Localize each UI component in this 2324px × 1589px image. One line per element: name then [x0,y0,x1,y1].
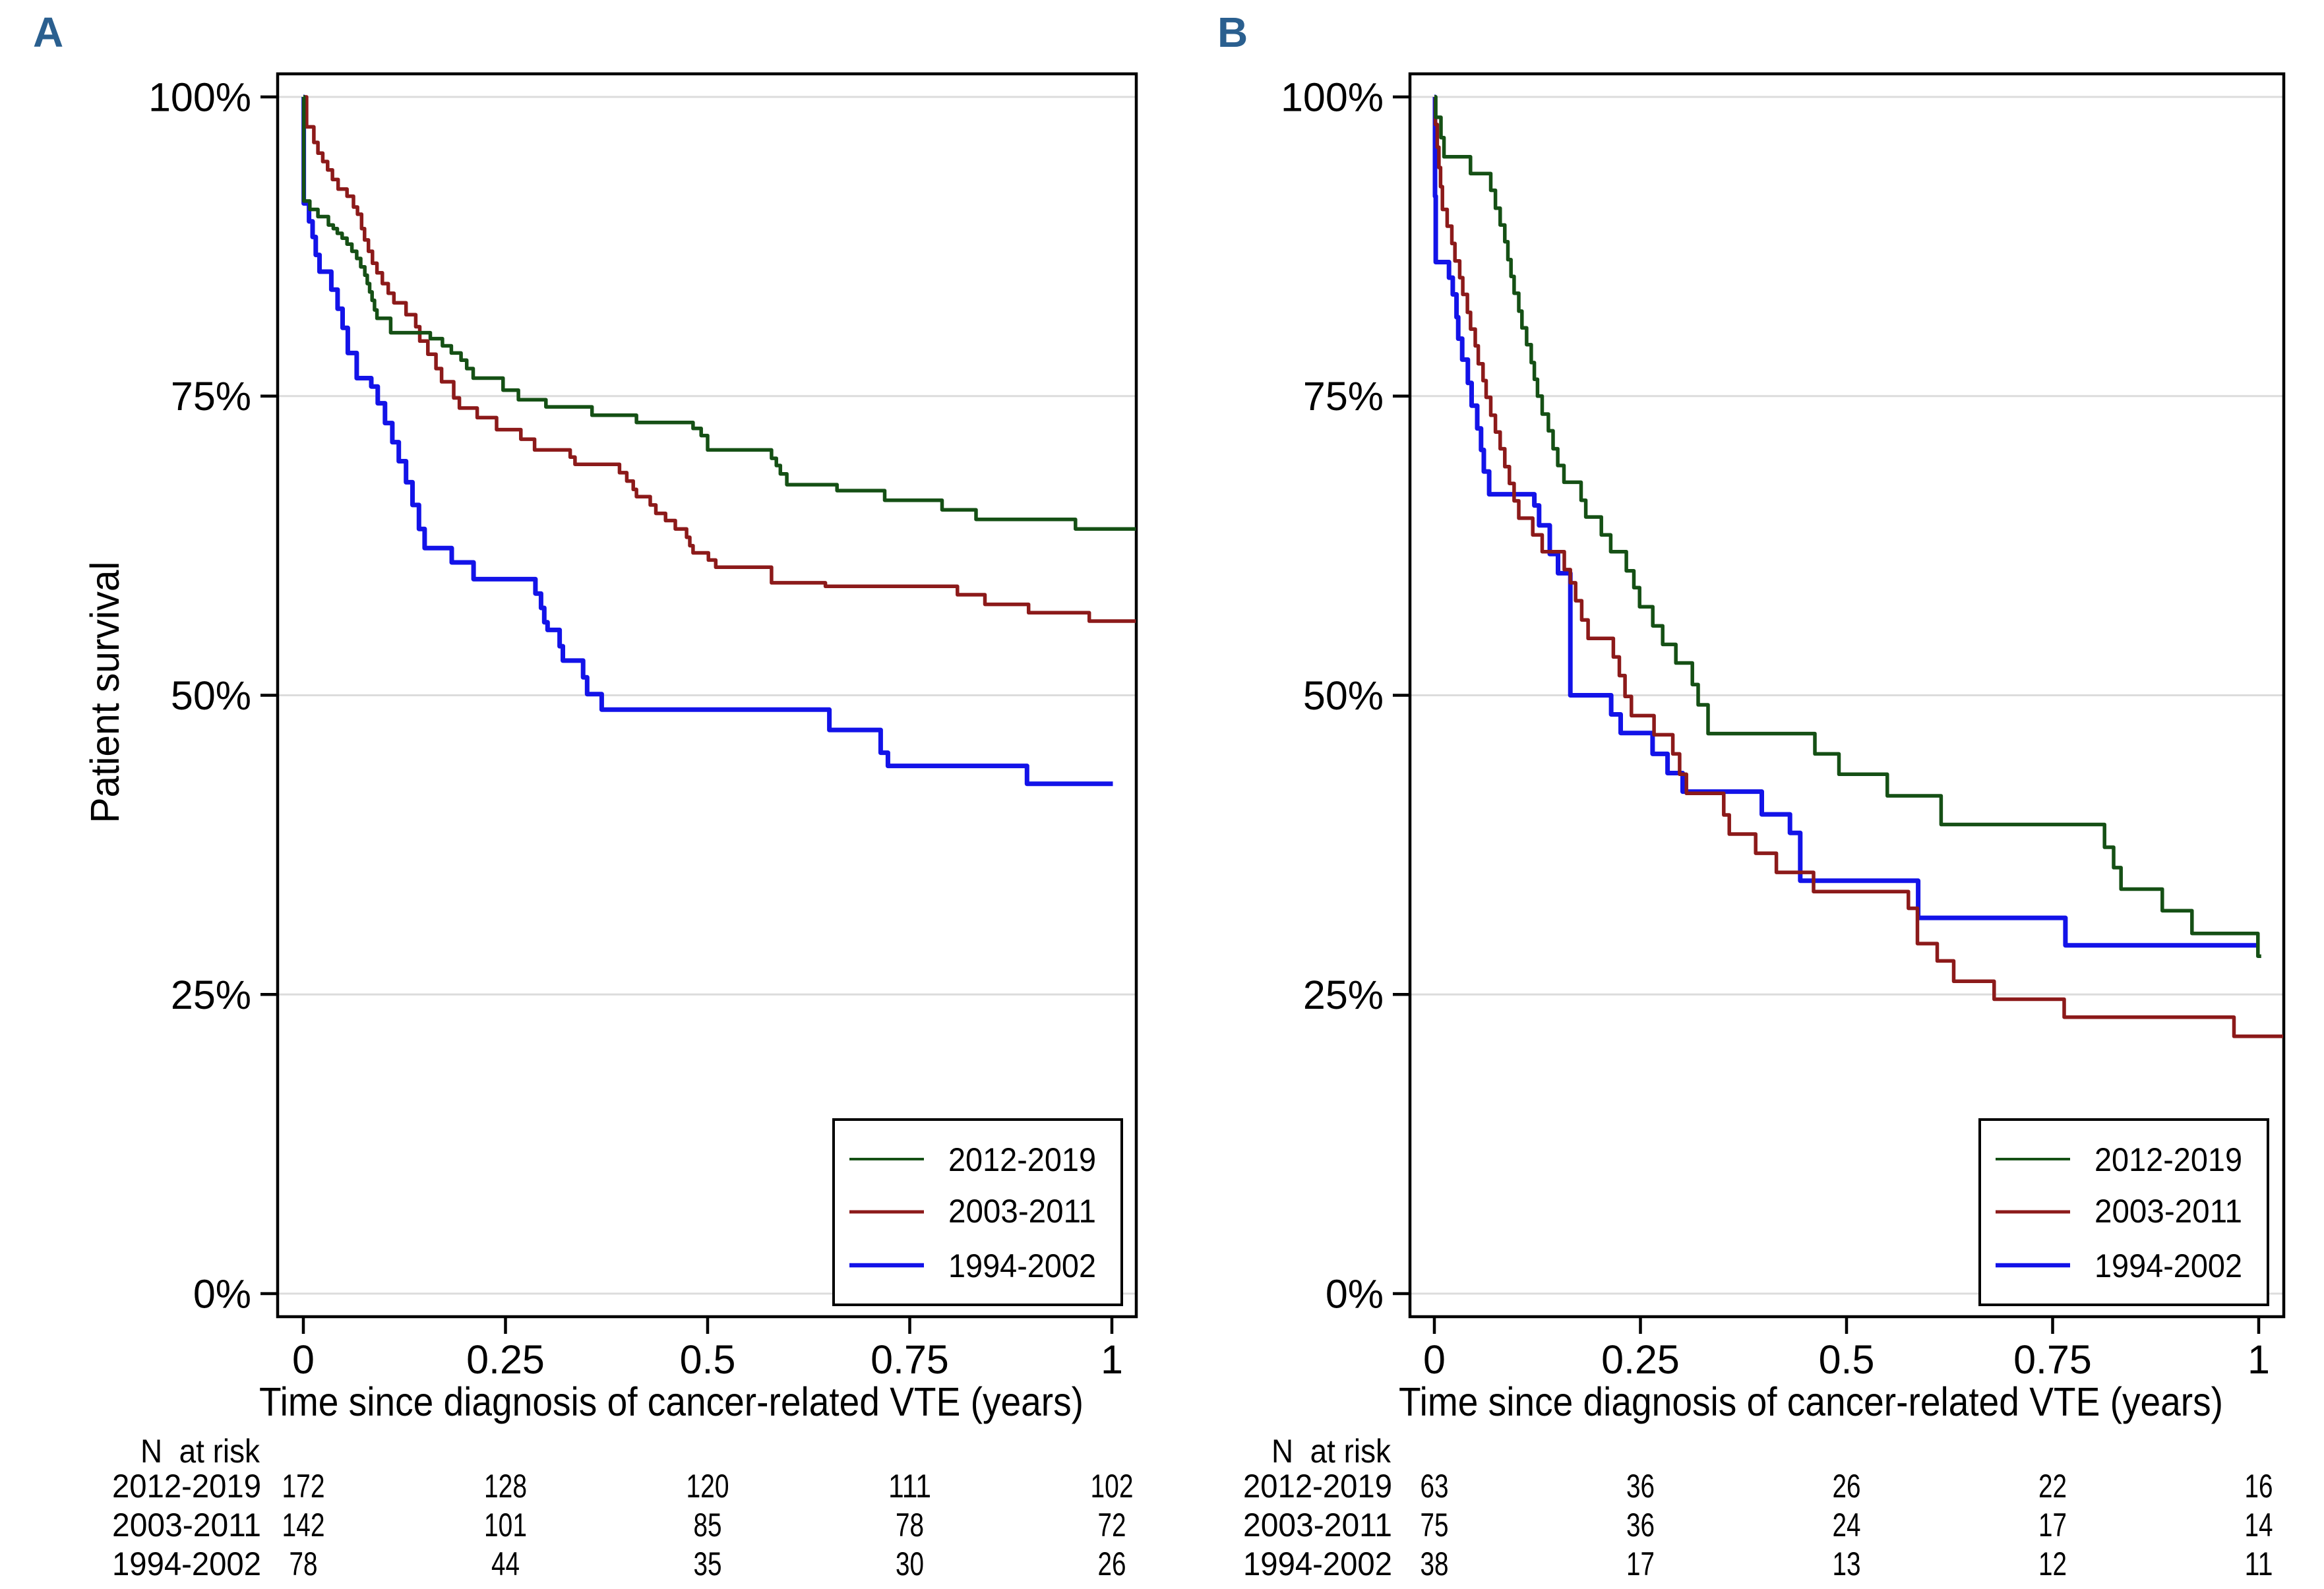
svg-text:13: 13 [1833,1545,1861,1582]
svg-text:36: 36 [1626,1507,1655,1544]
svg-text:2012-2019: 2012-2019 [948,1141,1096,1178]
svg-text:102: 102 [1091,1468,1134,1505]
svg-text:2012-2019: 2012-2019 [112,1468,261,1505]
svg-text:75%: 75% [171,374,251,419]
svg-text:17: 17 [1626,1545,1655,1582]
svg-text:30: 30 [896,1545,924,1582]
svg-text:36: 36 [1626,1468,1655,1505]
svg-text:142: 142 [282,1507,325,1544]
svg-text:0: 0 [292,1337,315,1382]
svg-text:16: 16 [2245,1468,2273,1505]
svg-text:50%: 50% [171,673,251,718]
svg-text:63: 63 [1421,1468,1449,1505]
svg-text:B: B [1217,9,1248,56]
svg-text:Time since diagnosis of cancer: Time since diagnosis of cancer-related V… [1399,1379,2223,1424]
svg-text:1994-2002: 1994-2002 [948,1247,1096,1284]
svg-text:N at risk: N at risk [1271,1433,1391,1470]
svg-text:0.75: 0.75 [2013,1337,2092,1382]
svg-text:14: 14 [2245,1507,2273,1544]
svg-text:0%: 0% [193,1272,251,1317]
svg-text:38: 38 [1421,1545,1449,1582]
svg-text:0.5: 0.5 [1819,1337,1875,1382]
svg-text:12: 12 [2038,1545,2067,1582]
svg-text:0.75: 0.75 [871,1337,949,1382]
svg-text:78: 78 [896,1507,924,1544]
svg-text:17: 17 [2038,1507,2067,1544]
svg-text:26: 26 [1098,1545,1126,1582]
svg-text:75%: 75% [1303,374,1384,419]
svg-text:24: 24 [1833,1507,1861,1544]
svg-text:35: 35 [694,1545,722,1582]
svg-text:0.25: 0.25 [466,1337,545,1382]
svg-text:0.5: 0.5 [680,1337,736,1382]
svg-text:2003-2011: 2003-2011 [1243,1507,1392,1544]
svg-text:22: 22 [2038,1468,2067,1505]
svg-text:2003-2011: 2003-2011 [948,1193,1096,1230]
svg-text:26: 26 [1833,1468,1861,1505]
svg-text:1994-2002: 1994-2002 [2095,1247,2242,1284]
svg-text:75: 75 [1421,1507,1449,1544]
svg-text:100%: 100% [1281,75,1384,120]
svg-text:1994-2002: 1994-2002 [1243,1545,1392,1582]
svg-text:172: 172 [282,1468,325,1505]
svg-text:85: 85 [694,1507,722,1544]
svg-text:0: 0 [1423,1337,1446,1382]
svg-text:0%: 0% [1326,1272,1384,1317]
svg-text:44: 44 [491,1545,520,1582]
svg-text:N at risk: N at risk [140,1433,260,1470]
svg-text:72: 72 [1098,1507,1126,1544]
svg-text:100%: 100% [148,75,251,120]
svg-text:11: 11 [2245,1545,2273,1582]
svg-text:25%: 25% [1303,973,1384,1017]
svg-text:Time since diagnosis of cancer: Time since diagnosis of cancer-related V… [259,1379,1084,1424]
svg-text:128: 128 [484,1468,527,1505]
svg-text:1994-2002: 1994-2002 [112,1545,261,1582]
svg-text:Patient survival: Patient survival [82,562,127,824]
svg-text:2003-2011: 2003-2011 [2095,1193,2242,1230]
svg-text:1: 1 [1101,1337,1123,1382]
svg-text:A: A [33,9,63,56]
svg-text:111: 111 [888,1468,931,1505]
svg-text:50%: 50% [1303,673,1384,718]
svg-text:25%: 25% [171,973,251,1017]
svg-text:78: 78 [290,1545,318,1582]
svg-text:2003-2011: 2003-2011 [112,1507,261,1544]
svg-text:1: 1 [2248,1337,2270,1382]
svg-text:2012-2019: 2012-2019 [1243,1468,1392,1505]
svg-text:2012-2019: 2012-2019 [2095,1141,2242,1178]
svg-text:101: 101 [484,1507,527,1544]
svg-text:0.25: 0.25 [1601,1337,1680,1382]
svg-text:120: 120 [687,1468,729,1505]
